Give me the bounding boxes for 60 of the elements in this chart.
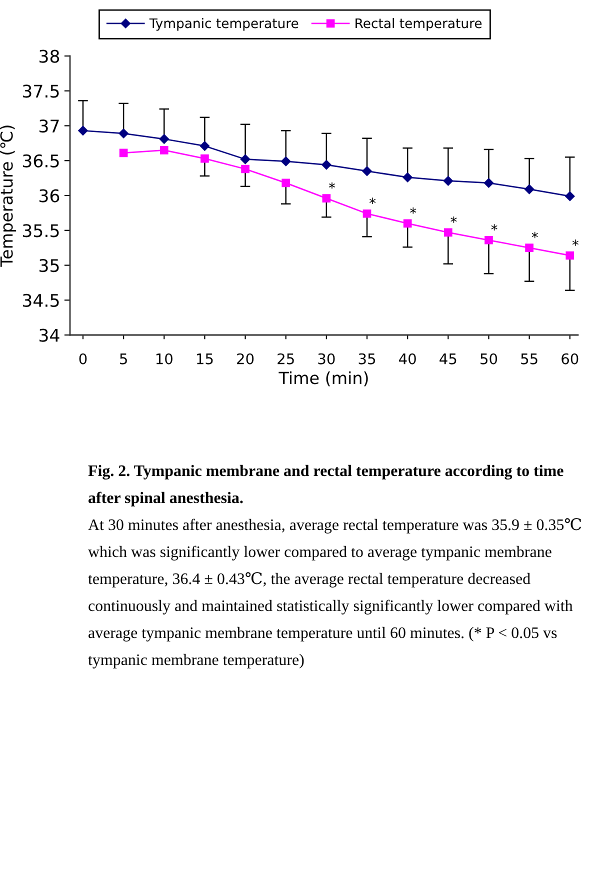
point (281, 156, 291, 166)
y-axis-title: Temperature (℃) (0, 126, 16, 267)
y-tick-label: 35.5 (22, 224, 59, 238)
point (403, 219, 412, 228)
y-tick-label: 34.5 (22, 294, 59, 307)
x-tick-label: 15 (197, 354, 213, 364)
annotation: * (370, 198, 376, 204)
point (200, 154, 209, 163)
point (322, 160, 332, 170)
point (362, 166, 372, 176)
y-tick-label: 36.5 (22, 154, 59, 168)
annotation: * (532, 232, 538, 238)
point (159, 134, 169, 144)
point (322, 194, 331, 202)
y-tick-label: 35 (40, 258, 59, 272)
point (444, 228, 452, 237)
point (443, 176, 453, 186)
legend-label: Tympanic temperature (149, 18, 298, 31)
x-tick-label: 55 (521, 354, 538, 364)
point (565, 191, 575, 202)
point (118, 128, 128, 138)
x-tick-label: 30 (318, 353, 335, 364)
x-tick-label: 40 (399, 353, 416, 364)
annotation: * (410, 207, 416, 214)
point (566, 251, 574, 260)
y-tick-label: 37 (40, 119, 59, 133)
point (119, 148, 128, 158)
point (402, 172, 412, 182)
annotation: * (328, 182, 336, 189)
point (484, 236, 493, 244)
point (525, 244, 534, 252)
x-tick-label: 35 (358, 353, 376, 364)
point (241, 164, 250, 174)
point (524, 184, 534, 194)
y-tick-label: 36 (40, 189, 60, 202)
y-tick-label: 37.5 (22, 84, 59, 98)
x-tick-label: 25 (278, 353, 294, 364)
annotation: * (491, 224, 498, 230)
x-tick-label: 5 (120, 354, 127, 364)
x-tick-label: 10 (156, 353, 172, 364)
point (362, 209, 372, 218)
x-tick-label: 0 (79, 353, 87, 364)
x-tick-label: 60 (562, 353, 578, 364)
text: At 30 minutes after anesthesia, average rectal temperature was 35.9 ± 0.35℃ which was significantly lower compared to average tympanic membrane temperature, 36.4 ± 0.43℃, the average rectal temperature decreased continuously and maintained statistically significantly lower compared with average tympanic membrane temperature until 60 minutes. (* P < 0.05 vs tympanic membrane temperature) (88, 518, 582, 668)
point (484, 178, 494, 188)
point (78, 126, 88, 136)
point (200, 141, 210, 151)
point (160, 146, 168, 154)
annotation: * (572, 240, 578, 246)
x-axis-title: Time (min) (278, 371, 368, 386)
x-tick-label: 50 (480, 353, 498, 364)
x-tick-label: 20 (237, 353, 254, 364)
x-tick-label: 45 (440, 354, 456, 364)
y-tick-label: 38 (40, 50, 60, 63)
legend-label: Rectal temperature (356, 18, 482, 31)
y-tick-label: 34 (40, 328, 60, 342)
caption: Fig. 2. Tympanic membrane and rectal temperature according to time after spinal anesthesia. (88, 464, 564, 506)
point (282, 178, 290, 188)
point (240, 154, 250, 164)
annotation: * (450, 216, 457, 223)
